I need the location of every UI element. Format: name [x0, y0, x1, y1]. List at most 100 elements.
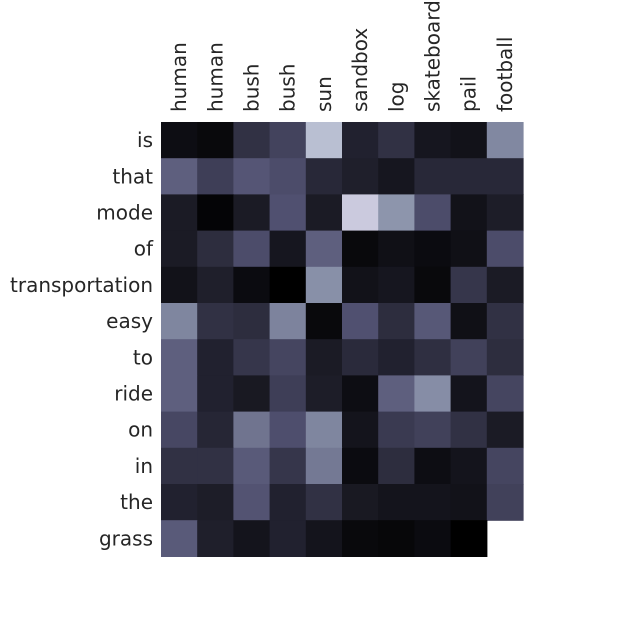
heatmap-cell	[414, 375, 452, 413]
y-tick-label: transportation	[10, 273, 153, 297]
heatmap-cell	[450, 447, 488, 485]
heatmap-cell	[305, 194, 343, 232]
y-tick-label: grass	[99, 526, 153, 550]
heatmap-cell	[197, 339, 234, 376]
heatmap-cell	[342, 339, 379, 376]
heatmap-cell	[378, 122, 415, 159]
heatmap-cell	[197, 230, 234, 268]
x-tick-label: pail	[457, 76, 481, 112]
heatmap-cell	[197, 484, 234, 521]
heatmap-cell	[486, 411, 524, 449]
heatmap-cells	[161, 122, 524, 557]
heatmap-cell	[161, 230, 198, 268]
heatmap-cell	[486, 447, 524, 485]
heatmap-cell	[233, 303, 271, 340]
y-tick-label: that	[112, 164, 153, 188]
heatmap-cell	[378, 158, 415, 195]
heatmap-cell	[197, 447, 234, 485]
heatmap-cell	[450, 484, 488, 521]
heatmap-cell	[342, 194, 379, 232]
heatmap-cell	[161, 339, 198, 376]
heatmap-cell	[305, 375, 343, 413]
heatmap-cell	[414, 194, 452, 232]
heatmap-cell	[161, 303, 198, 340]
heatmap-cell	[197, 375, 234, 413]
heatmap-cell	[378, 411, 415, 449]
heatmap-cell	[197, 303, 234, 340]
heatmap-cell	[414, 411, 452, 449]
heatmap-cell	[269, 122, 307, 159]
heatmap-cell	[414, 339, 452, 376]
heatmap-cell	[233, 122, 271, 159]
heatmap-cell	[414, 484, 452, 521]
heatmap-cell	[486, 122, 524, 159]
heatmap-cell	[233, 447, 271, 485]
heatmap-cell	[305, 339, 343, 376]
y-tick-label: on	[128, 418, 153, 442]
heatmap-cell	[378, 484, 415, 521]
heatmap-cell	[486, 230, 524, 268]
y-tick-label: mode	[96, 201, 153, 225]
heatmap-cell	[233, 484, 271, 521]
heatmap-cell	[161, 194, 198, 232]
heatmap-cell	[378, 375, 415, 413]
heatmap-cell	[414, 303, 452, 340]
heatmap-cell	[486, 303, 524, 340]
heatmap-cell	[450, 520, 488, 557]
heatmap-cell	[161, 158, 198, 195]
heatmap-cell	[486, 339, 524, 376]
heatmap-cell	[414, 158, 452, 195]
heatmap-cell	[233, 158, 271, 195]
x-tick-label: log	[384, 82, 408, 113]
heatmap-cell	[161, 520, 198, 557]
heatmap-cell	[450, 266, 488, 304]
heatmap-cell	[414, 520, 452, 557]
y-tick-label: is	[137, 128, 153, 152]
heatmap-cell	[161, 484, 198, 521]
heatmap-cell	[450, 339, 488, 376]
x-tick-label: sandbox	[348, 28, 372, 112]
heatmap-cell	[378, 194, 415, 232]
heatmap-cell	[269, 339, 307, 376]
heatmap-cell	[486, 484, 524, 521]
y-tick-label: easy	[106, 309, 153, 333]
heatmap-cell	[269, 194, 307, 232]
heatmap-cell	[305, 520, 343, 557]
heatmap-cell	[233, 375, 271, 413]
heatmap-cell	[342, 122, 379, 159]
x-tick-labels: human human bush bush sun sandbox log skateboar…	[167, 0, 517, 112]
heatmap-cell	[414, 122, 452, 159]
heatmap-cell	[378, 303, 415, 340]
y-tick-label: to	[133, 345, 153, 369]
heatmap-cell	[342, 230, 379, 268]
x-tick-label: sun	[312, 76, 336, 112]
heatmap-cell	[342, 520, 379, 557]
heatmap-cell	[233, 339, 271, 376]
heatmap-cell	[414, 266, 452, 304]
x-tick-label: bush	[276, 64, 300, 112]
heatmap-cell	[269, 230, 307, 268]
heatmap-cell	[197, 520, 234, 557]
heatmap-cell	[269, 375, 307, 413]
y-tick-label: of	[134, 237, 154, 261]
heatmap-cell	[378, 447, 415, 485]
heatmap-cell	[486, 266, 524, 304]
heatmap-cell	[342, 447, 379, 485]
heatmap-cell	[197, 158, 234, 195]
heatmap-cell	[305, 411, 343, 449]
heatmap-cell	[233, 266, 271, 304]
heatmap-cell	[269, 411, 307, 449]
heatmap-cell	[305, 122, 343, 159]
heatmap-cell	[269, 520, 307, 557]
heatmap-cell	[305, 303, 343, 340]
heatmap-cell	[305, 484, 343, 521]
heatmap-cell	[161, 122, 198, 159]
heatmap-cell	[269, 266, 307, 304]
heatmap-cell	[378, 339, 415, 376]
heatmap-cell	[305, 158, 343, 195]
heatmap-cell	[197, 122, 234, 159]
heatmap-cell	[233, 194, 271, 232]
heatmap-cell	[450, 375, 488, 413]
heatmap-cell	[269, 447, 307, 485]
